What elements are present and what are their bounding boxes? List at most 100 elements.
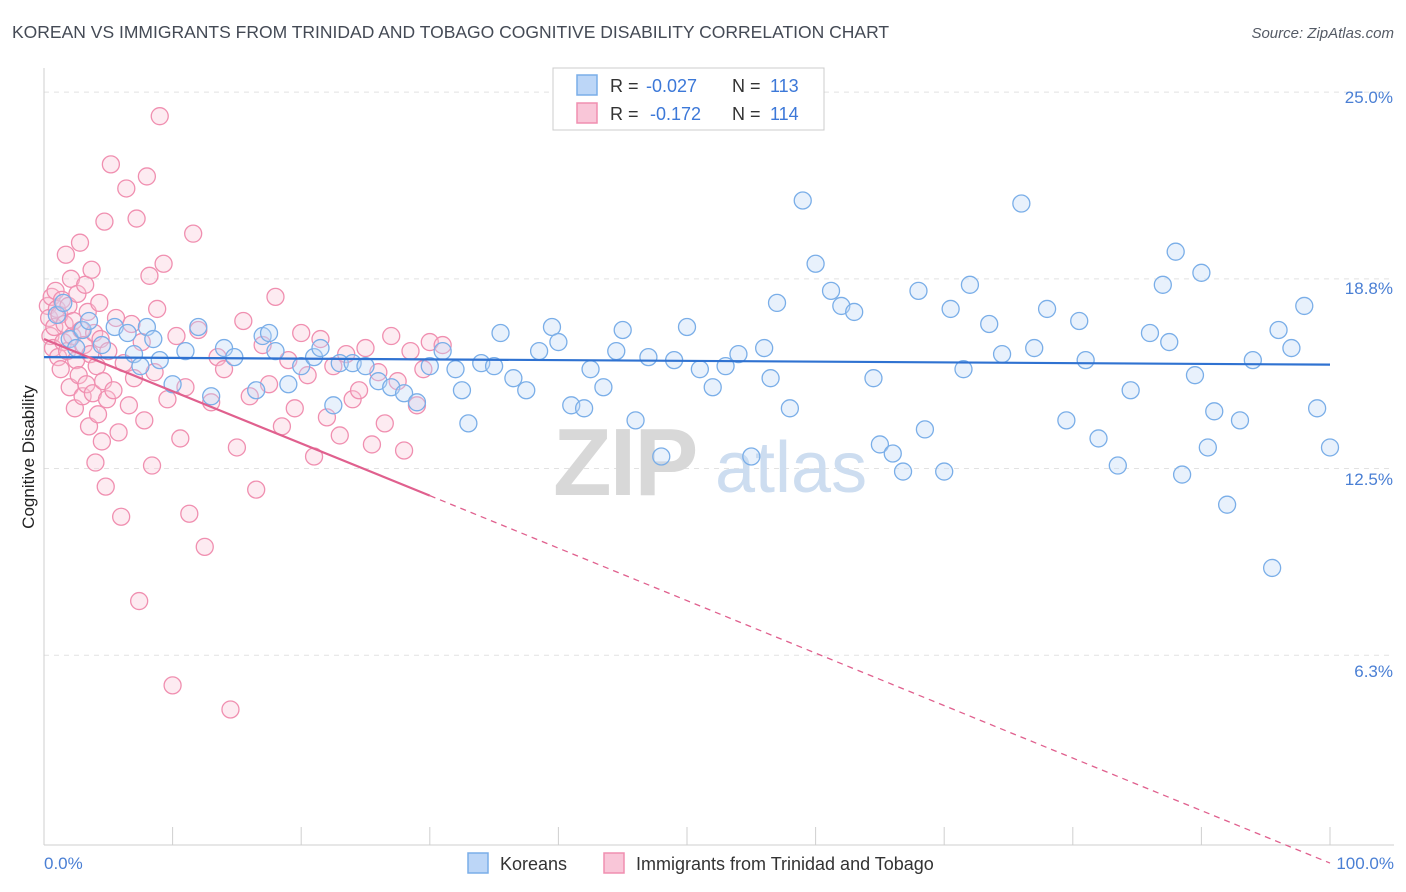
- korean-point-27: [311, 338, 330, 358]
- x-ticks: [43, 827, 1331, 845]
- bottom-legend-label-trinidad: Immigrants from Trinidad and Tobago: [636, 854, 934, 874]
- korean-point-85: [992, 344, 1012, 364]
- trinidad-point-109: [401, 341, 420, 361]
- korean-point-55: [626, 411, 645, 430]
- korean-point-70: [806, 254, 825, 273]
- trinidad-point-70: [163, 676, 182, 695]
- korean-point-103: [1243, 350, 1262, 370]
- korean-point-46: [529, 341, 549, 361]
- korean-point-106: [1282, 338, 1301, 358]
- trinidad-point-80: [214, 360, 234, 379]
- trinidad-point-46: [97, 390, 117, 409]
- korean-point-28: [324, 396, 343, 415]
- bottom-legend: Koreans Immigrants from Trinidad and Tob…: [467, 852, 934, 874]
- trinidad-point-42: [92, 432, 112, 451]
- bottom-legend-label-koreans: Koreans: [500, 854, 567, 874]
- trinidad-point-77: [195, 537, 214, 556]
- korean-point-15: [176, 341, 195, 361]
- korean-point-65: [755, 338, 774, 358]
- trinidad-point-14: [56, 245, 76, 264]
- korean-point-35: [407, 393, 427, 412]
- korean-point-102: [1230, 411, 1250, 430]
- korean-point-86: [1012, 194, 1031, 213]
- korean-point-53: [607, 341, 626, 361]
- korean-point-82: [954, 360, 973, 379]
- trinidad-point-63: [140, 266, 159, 285]
- korean-point-5: [79, 311, 99, 331]
- korean-point-68: [780, 399, 800, 418]
- korean-points: [47, 191, 1340, 578]
- korean-point-36: [420, 357, 439, 376]
- korean-point-24: [279, 375, 298, 394]
- korean-point-4: [73, 320, 92, 340]
- trinidad-point-59: [130, 591, 149, 611]
- trinidad-point-102: [356, 338, 375, 358]
- korean-point-1: [54, 293, 73, 313]
- korean-point-6: [92, 335, 112, 355]
- korean-point-80: [935, 462, 954, 481]
- trinidad-point-27: [73, 387, 92, 406]
- trinidad-trend-extension: [429, 495, 1331, 864]
- korean-point-78: [909, 281, 928, 301]
- legend-r-value-1: -0.027: [646, 76, 697, 96]
- x-tick-label-max: 100.0%: [1336, 854, 1394, 873]
- trinidad-point-83: [234, 311, 253, 331]
- y-tick-label-25: 25.0%: [1345, 88, 1393, 107]
- legend-swatch-trinidad: [576, 102, 598, 124]
- korean-point-12: [144, 329, 163, 349]
- korean-point-110: [1166, 242, 1185, 261]
- korean-point-20: [247, 381, 266, 400]
- trinidad-point-64: [142, 456, 162, 475]
- watermark-atlas: atlas: [715, 428, 867, 508]
- trinidad-point-66: [148, 299, 167, 319]
- trinidad-point-103: [362, 435, 382, 454]
- bottom-legend-swatch-trinidad: [603, 852, 625, 874]
- trinidad-point-48: [101, 155, 121, 174]
- trinidad-point-44: [95, 212, 114, 231]
- korean-point-47: [542, 317, 562, 337]
- korean-point-67: [767, 293, 787, 313]
- trinidad-point-100: [343, 390, 362, 409]
- trinidad-point-92: [292, 323, 311, 343]
- korean-point-39: [452, 381, 472, 400]
- trinidad-point-81: [221, 700, 240, 719]
- trinidad-point-62: [137, 167, 157, 186]
- korean-point-8: [118, 323, 137, 343]
- korean-point-57: [652, 447, 671, 466]
- korean-point-50: [574, 399, 594, 418]
- korean-point-31: [356, 357, 375, 376]
- korean-point-75: [870, 435, 890, 454]
- korean-point-40: [459, 414, 478, 433]
- trinidad-point-82: [227, 438, 247, 457]
- korean-point-76: [883, 444, 902, 463]
- korean-point-112: [1153, 275, 1172, 294]
- korean-point-2: [60, 329, 79, 349]
- trinidad-point-68: [154, 254, 173, 273]
- korean-point-10: [131, 357, 150, 376]
- legend-n-label-1: N =: [732, 76, 761, 96]
- korean-point-84: [980, 314, 999, 334]
- korean-point-64: [742, 447, 761, 466]
- trinidad-point-52: [112, 507, 131, 526]
- legend-r-value-2: -0.172: [650, 104, 701, 124]
- korean-point-109: [1320, 438, 1340, 457]
- trinidad-point-29: [76, 275, 95, 294]
- trinidad-point-71: [167, 326, 186, 346]
- trinidad-point-101: [349, 381, 369, 400]
- korean-point-100: [1205, 402, 1224, 421]
- korean-point-42: [484, 357, 504, 376]
- korean-point-74: [864, 369, 883, 388]
- korean-point-97: [1172, 465, 1192, 484]
- korean-point-92: [1089, 429, 1108, 448]
- trinidad-point-34: [82, 260, 101, 279]
- korean-point-104: [1262, 558, 1282, 578]
- korean-point-99: [1198, 438, 1217, 457]
- trinidad-point-37: [86, 453, 105, 472]
- trinidad-points: [38, 107, 452, 719]
- korean-point-107: [1295, 296, 1314, 316]
- trinidad-point-105: [375, 414, 394, 433]
- legend-n-label-2: N =: [732, 104, 761, 124]
- korean-point-79: [915, 420, 935, 439]
- korean-point-51: [581, 360, 600, 379]
- korean-point-71: [821, 281, 841, 301]
